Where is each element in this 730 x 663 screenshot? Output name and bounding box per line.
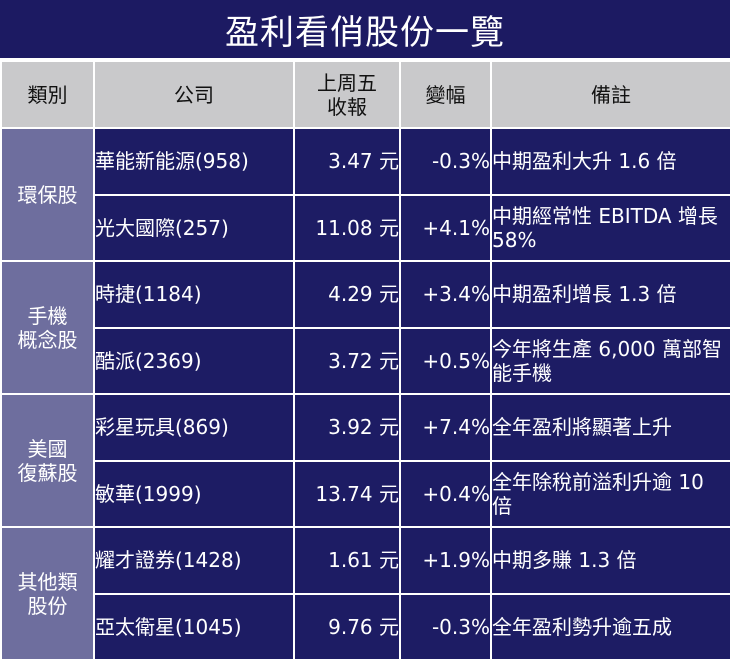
change-cell: +0.4% [399,459,492,528]
change-cell: +4.1% [399,193,492,262]
note-cell: 全年除稅前溢利升逾 10 倍 [490,459,730,528]
table-row: 敏華(1999) 13.74 元 +0.4% 全年除稅前溢利升逾 10 倍 [1,459,730,528]
change-cell: +7.4% [399,393,492,462]
table-row: 其他類 股份 耀才證券(1428) 1.61 元 +1.9% 中期多賺 1.3 … [0,526,730,661]
header-company: 公司 [93,60,295,129]
change-cell: -0.3% [399,127,492,196]
category-cell: 其他類 股份 [0,526,95,661]
close-price-cell: 11.08 元 [293,193,401,262]
table-row: 酷派(2369) 3.72 元 +0.5% 今年將生產 6,000 萬部智能手機 [1,326,730,395]
note-cell: 中期多賺 1.3 倍 [490,526,730,595]
close-price-cell: 3.92 元 [293,393,401,462]
note-cell: 全年盈利將顯著上升 [490,393,730,462]
table-row: 美國 復蘇股 彩星玩具(869) 3.92 元 +7.4% 全年盈利將顯著上升 [0,393,730,528]
company-cell: 彩星玩具(869) [93,393,295,462]
company-cell: 光大國際(257) [93,193,295,262]
note-cell: 今年將生產 6,000 萬部智能手機 [490,326,730,395]
header-category: 類別 [0,60,95,129]
change-cell: -0.3% [399,592,492,661]
close-price-cell: 4.29 元 [293,260,401,329]
close-price-cell: 13.74 元 [293,459,401,528]
change-cell: +0.5% [399,326,492,395]
header-close: 上周五 收報 [293,60,401,129]
header-row: 類別 公司 上周五 收報 變幅 備註 [0,60,730,129]
category-cell: 手機 概念股 [0,260,95,395]
note-cell: 中期盈利增長 1.3 倍 [490,260,730,329]
close-price-cell: 9.76 元 [293,592,401,661]
close-price-cell: 1.61 元 [293,526,401,595]
note-cell: 中期經常性 EBITDA 增長 58% [490,193,730,262]
table-title: 盈利看俏股份一覽 [0,0,730,58]
table-row: 光大國際(257) 11.08 元 +4.1% 中期經常性 EBITDA 增長 … [1,193,730,262]
company-cell: 敏華(1999) [93,459,295,528]
company-cell: 亞太衛星(1045) [93,592,295,661]
close-price-cell: 3.72 元 [293,326,401,395]
company-cell: 酷派(2369) [93,326,295,395]
change-cell: +1.9% [399,526,492,595]
table-row: 環保股 華能新能源(958) 3.47 元 -0.3% 中期盈利大升 1.6 倍 [0,127,730,262]
change-cell: +3.4% [399,260,492,329]
close-price-cell: 3.47 元 [293,127,401,196]
category-cell: 美國 復蘇股 [0,393,95,528]
company-cell: 華能新能源(958) [93,127,295,196]
company-cell: 耀才證券(1428) [93,526,295,595]
note-cell: 中期盈利大升 1.6 倍 [490,127,730,196]
table-row: 手機 概念股 時捷(1184) 4.29 元 +3.4% 中期盈利增長 1.3 … [0,260,730,395]
header-change: 變幅 [399,60,492,129]
category-cell: 環保股 [0,127,95,262]
stock-table: 類別 公司 上周五 收報 變幅 備註 環保股 華能新能源(958) 3.47 元… [0,60,730,661]
table-row: 亞太衛星(1045) 9.76 元 -0.3% 全年盈利勢升逾五成 [1,592,730,661]
company-cell: 時捷(1184) [93,260,295,329]
note-cell: 全年盈利勢升逾五成 [490,592,730,661]
header-note: 備註 [490,60,730,129]
